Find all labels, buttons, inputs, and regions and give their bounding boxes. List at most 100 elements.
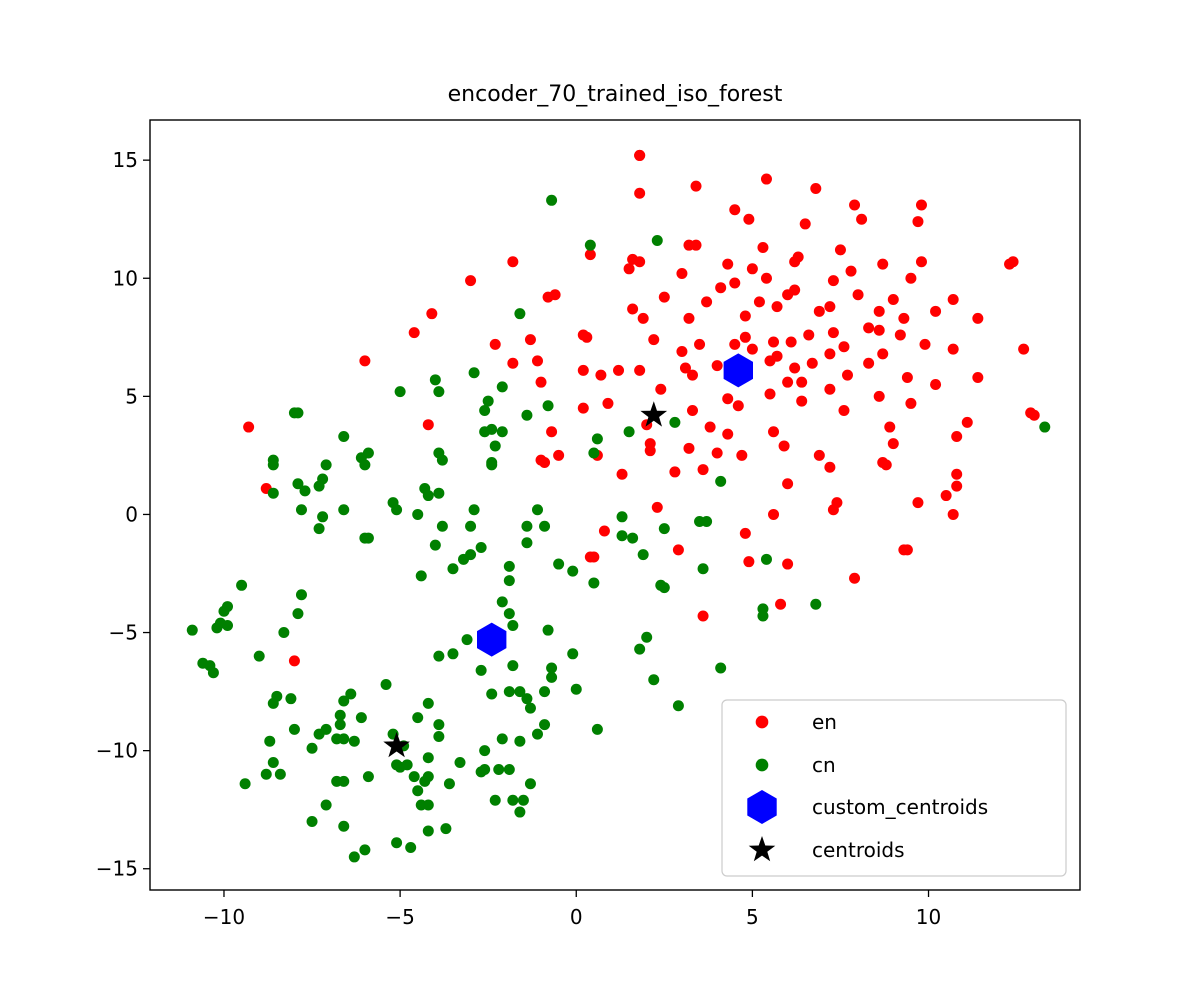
cn-point — [553, 558, 565, 570]
cn-point — [274, 768, 286, 780]
cn-point — [479, 405, 491, 417]
x-tick-label: −10 — [203, 905, 245, 929]
cn-point — [591, 433, 603, 445]
cn-point — [288, 407, 300, 419]
en-point — [616, 468, 628, 480]
cn-point — [623, 426, 635, 438]
en-point — [771, 301, 783, 313]
en-point — [789, 362, 801, 374]
cn-point — [616, 530, 628, 542]
en-point — [722, 258, 734, 270]
cn-point — [338, 695, 350, 707]
cn-point — [482, 395, 494, 407]
en-point — [873, 324, 885, 336]
series-custom_centroids — [477, 353, 753, 657]
cn-point — [493, 764, 505, 776]
custom_centroids-point — [477, 622, 507, 657]
en-point — [905, 397, 917, 409]
cn-point — [546, 662, 558, 674]
centroids-point — [640, 401, 668, 427]
cn-point — [542, 400, 554, 412]
en-point — [901, 371, 913, 383]
en-point — [824, 301, 836, 313]
en-point — [746, 343, 758, 355]
y-tick-label: 0 — [125, 502, 138, 526]
en-point — [796, 395, 808, 407]
cn-point — [503, 608, 515, 620]
en-point — [834, 244, 846, 256]
cn-point — [331, 733, 343, 745]
cn-point — [539, 686, 551, 698]
cn-point — [394, 386, 406, 398]
en-point — [827, 504, 839, 516]
en-point — [627, 303, 639, 315]
cn-point — [496, 426, 508, 438]
en-point — [465, 275, 477, 287]
cn-point — [334, 719, 346, 731]
cn-point — [186, 624, 198, 636]
en-point — [905, 272, 917, 284]
cn-point — [433, 719, 445, 731]
cn-point — [514, 308, 526, 320]
cn-point — [521, 537, 533, 549]
en-point — [877, 258, 889, 270]
legend-marker-en — [755, 715, 769, 729]
cn-point — [359, 844, 371, 856]
cn-point — [760, 553, 772, 565]
en-point — [940, 490, 952, 502]
en-point — [584, 249, 596, 261]
cn-point — [658, 582, 670, 594]
cn-point — [204, 660, 216, 672]
centroids-point — [383, 731, 410, 758]
en-point — [873, 390, 885, 402]
x-tick-label: 0 — [570, 905, 583, 929]
cn-point — [447, 648, 459, 660]
en-point — [690, 180, 702, 192]
cn-point — [1039, 421, 1051, 433]
cn-point — [517, 794, 529, 806]
en-point — [658, 291, 670, 303]
en-point — [722, 428, 734, 440]
x-tick-label: 5 — [746, 905, 759, 929]
en-point — [672, 544, 684, 556]
cn-point — [288, 723, 300, 735]
en-point — [877, 348, 889, 360]
en-point — [849, 572, 861, 584]
cn-point — [412, 508, 424, 520]
en-point — [729, 338, 741, 350]
en-point — [243, 421, 255, 433]
en-point — [863, 322, 875, 334]
cn-point — [422, 799, 434, 811]
en-point — [697, 464, 709, 476]
en-point — [764, 355, 776, 367]
cn-point — [433, 730, 445, 742]
en-point — [644, 445, 656, 457]
cn-point — [475, 664, 487, 676]
cn-point — [436, 454, 448, 466]
plot-frame — [149, 119, 1081, 891]
en-point — [669, 466, 681, 478]
en-point — [743, 213, 755, 225]
en-point — [768, 426, 780, 438]
x-tick-label: 10 — [916, 905, 941, 929]
cn-point — [422, 752, 434, 764]
y-tick-label: −5 — [109, 621, 138, 645]
en-point — [849, 199, 861, 211]
cn-point — [507, 619, 519, 631]
cn-point — [299, 485, 311, 497]
en-point — [701, 296, 713, 308]
y-tick-label: 15 — [113, 148, 138, 172]
en-point — [422, 419, 434, 431]
en-point — [760, 272, 772, 284]
cn-point — [468, 504, 480, 516]
en-point — [803, 329, 815, 341]
legend-box — [721, 699, 1067, 877]
cn-point — [514, 735, 526, 747]
en-point — [827, 275, 839, 287]
en-point — [711, 360, 723, 372]
cn-point — [313, 523, 325, 535]
cn-point — [422, 825, 434, 837]
en-point — [972, 371, 984, 383]
cn-point — [715, 662, 727, 674]
en-point — [598, 525, 610, 537]
